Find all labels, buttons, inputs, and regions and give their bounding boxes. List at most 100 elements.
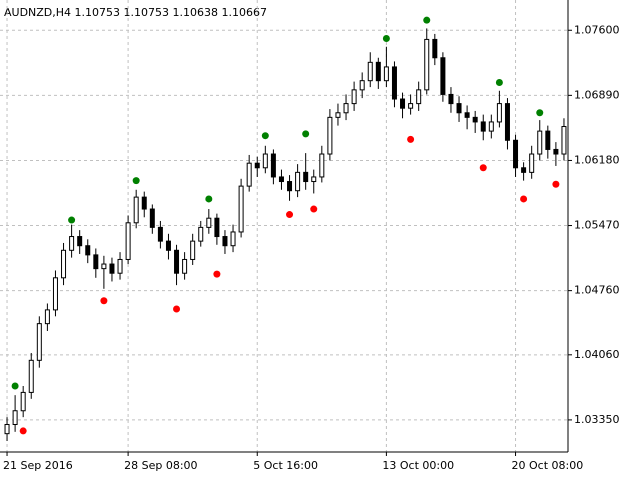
candle-body: [133, 196, 139, 224]
candle-body: [85, 245, 91, 256]
fractal-up: [132, 177, 140, 185]
fractal-down: [286, 211, 294, 219]
candle-body: [36, 323, 42, 361]
fractal-down: [520, 195, 528, 203]
candle-body: [537, 130, 543, 155]
fractal-up: [11, 382, 19, 390]
y-tick-label: 1.06890: [574, 88, 620, 101]
candle-body: [28, 359, 34, 393]
candle-body: [182, 258, 188, 274]
candle-body: [287, 181, 293, 192]
fractal-up: [495, 79, 503, 87]
candle-body: [206, 217, 212, 228]
candle-body: [149, 208, 155, 228]
candle-body: [488, 121, 494, 132]
candle-body: [359, 80, 365, 91]
candle-body: [246, 162, 252, 187]
fractal-up: [382, 35, 390, 43]
x-tick-label: 5 Oct 16:00: [253, 459, 318, 472]
candle-body: [319, 153, 325, 178]
candle-body: [222, 236, 228, 247]
candle-body: [109, 263, 115, 274]
candle-body: [69, 236, 75, 251]
candle-body: [375, 61, 381, 82]
candle-body: [335, 112, 341, 118]
candle-body: [311, 176, 317, 183]
candle-body: [141, 196, 147, 210]
candle-body: [416, 89, 422, 105]
candle-body: [351, 89, 357, 105]
y-tick-label: 1.07600: [574, 23, 620, 36]
candle-body: [278, 176, 284, 183]
fractal-down: [552, 180, 560, 188]
candle-body: [165, 240, 171, 251]
candle-body: [20, 391, 26, 412]
candle-body: [513, 139, 519, 169]
candle-body: [432, 38, 438, 59]
y-tick-label: 1.05470: [574, 219, 620, 232]
candle-body: [553, 148, 559, 155]
fractal-down: [100, 297, 108, 305]
candle-body: [198, 226, 204, 242]
candle-body: [408, 103, 414, 109]
candle-body: [190, 240, 196, 260]
candle-body: [504, 103, 510, 141]
x-tick-label: 28 Sep 08:00: [124, 459, 197, 472]
candle-body: [343, 103, 349, 114]
candle-body: [238, 185, 244, 233]
candle-body: [400, 98, 406, 109]
candle-body: [545, 130, 551, 150]
candle-body: [367, 61, 373, 82]
candle-body: [270, 153, 276, 178]
x-tick-label: 21 Sep 2016: [3, 459, 73, 472]
candle-body: [12, 410, 18, 425]
candle-body: [254, 162, 260, 169]
fractal-up: [205, 195, 213, 203]
y-tick-label: 1.03350: [574, 413, 620, 426]
fractal-up: [68, 216, 76, 224]
fractal-down: [407, 135, 415, 143]
candle-body: [472, 116, 478, 123]
chart-title: AUDNZD,H4 1.10753 1.10753 1.10638 1.1066…: [4, 6, 267, 19]
fractal-down: [213, 270, 221, 278]
candle-body: [383, 66, 389, 82]
fractal-up: [302, 130, 310, 138]
candle-body: [93, 254, 99, 270]
candle-body: [456, 103, 462, 114]
fractal-down: [479, 164, 487, 172]
candle-body: [52, 277, 58, 311]
candle-body: [230, 231, 236, 247]
candle-body: [125, 222, 131, 260]
candle-body: [327, 116, 333, 155]
fractal-down: [19, 427, 27, 435]
candle-body: [521, 167, 527, 173]
candle-body: [424, 38, 430, 91]
candle-body: [157, 226, 163, 242]
fractal-up: [423, 16, 431, 24]
candle-body: [448, 93, 454, 105]
candle-body: [44, 309, 50, 325]
candle-body: [101, 263, 107, 270]
fractal-down: [173, 305, 181, 313]
y-tick-label: 1.04760: [574, 284, 620, 297]
x-tick-label: 13 Oct 00:00: [382, 459, 454, 472]
fractal-up: [536, 109, 544, 117]
candle-body: [496, 103, 502, 123]
candle-body: [440, 57, 446, 95]
candle-body: [480, 121, 486, 132]
candle-body: [77, 236, 83, 247]
candle-body: [214, 217, 220, 238]
fractal-up: [261, 132, 269, 140]
candle-body: [117, 258, 123, 274]
y-tick-label: 1.06180: [574, 153, 620, 166]
candle-body: [295, 171, 301, 192]
candle-body: [174, 249, 180, 274]
fractal-down: [310, 205, 318, 213]
candle-body: [61, 249, 67, 279]
y-tick-label: 1.04060: [574, 348, 620, 361]
candle-body: [391, 66, 397, 100]
candle-body: [561, 126, 567, 155]
candle-body: [303, 171, 309, 183]
